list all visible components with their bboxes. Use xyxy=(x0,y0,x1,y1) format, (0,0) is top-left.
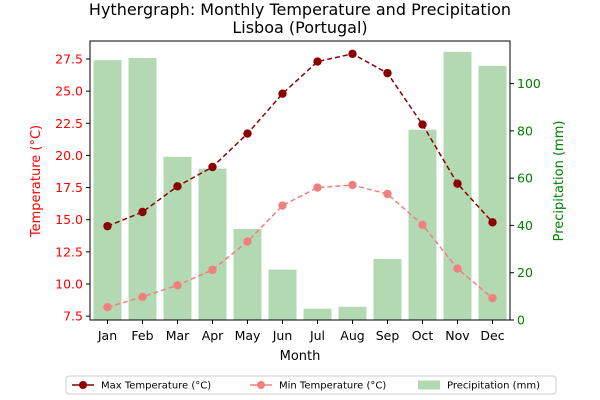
left-tick-label: 27.5 xyxy=(55,52,83,67)
chart-subtitle: Lisboa (Portugal) xyxy=(232,18,367,37)
left-tick-label: 7.5 xyxy=(63,309,83,324)
min-temperature-point-mar xyxy=(173,281,182,290)
precipitation-bar-aug xyxy=(338,306,367,320)
right-tick-label: 0 xyxy=(517,313,525,328)
right-tick-label: 40 xyxy=(517,218,533,233)
x-axis: Jan Feb Mar Apr May Jun Jul Aug Sep Oct Nov Dec xyxy=(97,320,505,343)
min-temperature-point-jan xyxy=(103,302,112,312)
x-tick-label-aug: Aug xyxy=(340,328,364,343)
x-tick-label-may: May xyxy=(235,328,261,343)
legend: Max Temperature (°C) Min Temperature (°C)… xyxy=(65,375,557,395)
max-temperature-point-jun xyxy=(278,89,287,98)
x-tick-label-nov: Nov xyxy=(445,328,470,343)
x-axis-title: Month xyxy=(280,349,321,364)
legend-swatch-bar xyxy=(418,380,440,390)
legend-label-1: Min Temperature (°C) xyxy=(279,381,386,392)
legend-label-2: Precipitation (mm) xyxy=(447,381,540,392)
precipitation-bar-feb xyxy=(128,58,157,320)
precipitation-bar-apr xyxy=(198,168,227,320)
plot-frame xyxy=(89,40,511,321)
left-tick-label: 17.5 xyxy=(55,180,83,195)
min-temperature-point-aug xyxy=(348,180,357,190)
left-tick-label: 12.5 xyxy=(55,244,83,259)
left-tick-label: 22.5 xyxy=(55,116,83,131)
y-axis-left-title: Temperature (°C) xyxy=(29,125,44,238)
max-temperature-point-nov xyxy=(453,179,462,188)
legend-swatch-marker xyxy=(257,381,265,389)
min-temperature-point-jun xyxy=(278,201,287,210)
x-tick-label-jan: Jan xyxy=(97,328,117,343)
right-y-axis: 0 20 40 60 80 100 xyxy=(510,76,541,328)
max-temperature-point-mar xyxy=(173,182,182,191)
precipitation-bar-jan xyxy=(93,60,122,320)
max-temperature-point-dec xyxy=(488,218,497,227)
precipitation-bar-jun xyxy=(268,269,297,320)
right-tick-label: 60 xyxy=(517,171,533,186)
right-tick-label: 100 xyxy=(517,76,541,91)
precipitation-bar-jul xyxy=(303,308,332,320)
min-temperature-line xyxy=(107,184,493,308)
max-temperature-point-aug xyxy=(348,49,357,59)
legend-label-0: Max Temperature (°C) xyxy=(101,381,211,392)
legend-swatch-marker xyxy=(79,381,87,389)
max-temperature-point-may xyxy=(243,129,252,138)
min-temperature-point-oct xyxy=(418,220,427,230)
precipitation-bar-dec xyxy=(478,65,507,321)
max-temperature-point-jul xyxy=(313,57,322,66)
min-temperature-point-jul xyxy=(313,183,322,192)
max-temperature-line xyxy=(107,53,494,227)
x-tick-label-oct: Oct xyxy=(412,328,434,343)
right-tick-label: 20 xyxy=(517,265,533,280)
x-tick-label-mar: Mar xyxy=(166,328,190,343)
y-axis-right-title: Precipitation (mm) xyxy=(552,121,567,242)
x-tick-label-jun: Jun xyxy=(272,328,293,343)
left-tick-label: 10.0 xyxy=(55,277,83,292)
min-temperature-point-dec xyxy=(488,293,497,303)
x-tick-label-sep: Sep xyxy=(376,328,400,343)
chart-title: Hythergraph: Monthly Temperature and Pre… xyxy=(89,0,511,19)
right-tick-label: 80 xyxy=(517,123,533,138)
min-temperature-point-apr xyxy=(208,265,217,275)
min-temperature-point-feb xyxy=(138,292,147,302)
precipitation-bar-sep xyxy=(373,258,402,320)
left-tick-label: 20.0 xyxy=(55,148,83,163)
left-y-axis: 7.5 10.0 12.5 15.0 17.5 20.0 22.5 25.0 27.5 xyxy=(55,52,90,324)
left-tick-label: 15.0 xyxy=(55,212,83,227)
min-temperature-point-may xyxy=(243,237,252,246)
max-temperature-point-oct xyxy=(418,120,427,129)
x-tick-label-feb: Feb xyxy=(131,328,153,343)
max-temperature-point-jan xyxy=(103,221,112,231)
x-tick-label-apr: Apr xyxy=(202,328,224,343)
precipitation-bars xyxy=(93,51,507,321)
temperature-lines xyxy=(103,49,497,312)
max-temperature-point-sep xyxy=(383,68,392,78)
x-tick-label-dec: Dec xyxy=(480,328,504,343)
max-temperature-point-apr xyxy=(208,162,217,172)
min-temperature-point-nov xyxy=(453,264,462,273)
left-tick-label: 25.0 xyxy=(55,84,83,99)
min-temperature-point-sep xyxy=(383,189,392,199)
x-tick-label-jul: Jul xyxy=(309,328,325,343)
max-temperature-point-feb xyxy=(138,207,147,217)
